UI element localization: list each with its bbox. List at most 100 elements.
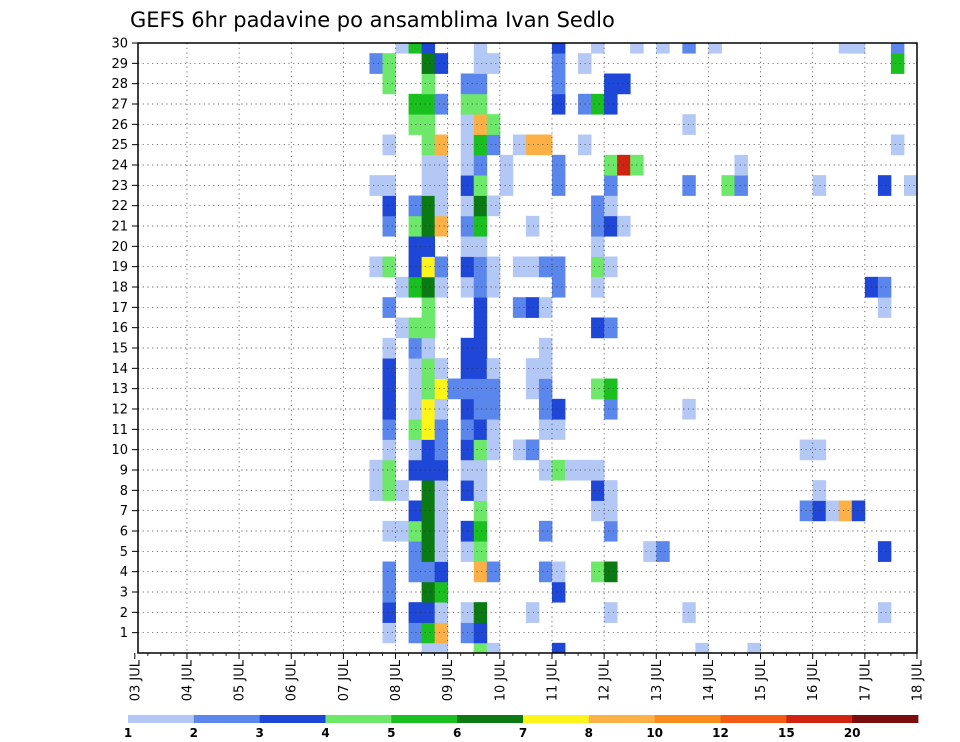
colorbar-label: 8 xyxy=(585,726,593,740)
member-cell xyxy=(382,256,396,278)
member-cell xyxy=(473,175,488,196)
member-cell xyxy=(473,480,488,501)
member-cell xyxy=(421,642,436,654)
x-tick-label: 15 JUL xyxy=(754,659,769,701)
member-cell xyxy=(877,541,892,562)
member-cell xyxy=(434,500,449,522)
member-cell xyxy=(812,480,827,501)
member-cell xyxy=(591,561,605,583)
member-cell xyxy=(708,43,722,54)
y-tick-label: 1 xyxy=(120,626,128,641)
member-cell xyxy=(434,520,449,542)
member-cell xyxy=(421,297,436,318)
x-tick-label: 07 JUL xyxy=(337,659,352,701)
colorbar: 1 2 3 4 5 6 7 8 10 12 15 20 xyxy=(124,715,919,740)
member-cell xyxy=(421,398,436,420)
member-cell xyxy=(382,358,396,379)
member-cell xyxy=(538,337,553,359)
y-tick-label: 12 xyxy=(111,403,128,418)
member-cell xyxy=(434,134,449,156)
x-tick-label: 08 JUL xyxy=(389,659,404,701)
y-tick-label: 3 xyxy=(120,586,128,601)
member-cell xyxy=(421,561,436,583)
member-cell xyxy=(408,439,423,461)
member-cell xyxy=(434,256,449,278)
colorbar-label: 20 xyxy=(844,726,861,740)
member-cell xyxy=(408,114,423,135)
member-cell xyxy=(434,378,449,400)
member-cell xyxy=(421,175,436,196)
member-cell xyxy=(838,43,853,54)
member-cell xyxy=(551,256,566,278)
member-cell xyxy=(421,500,436,522)
member-cell xyxy=(525,378,540,400)
member-cell xyxy=(421,215,436,237)
colorbar-segment xyxy=(325,715,392,723)
member-cell xyxy=(551,642,566,654)
member-cell xyxy=(851,500,866,522)
member-cell xyxy=(604,561,618,583)
member-cell xyxy=(473,43,488,54)
member-cell xyxy=(434,398,449,420)
x-tick-label: 18 JUL xyxy=(911,659,926,701)
member-cell xyxy=(369,256,383,278)
member-cell xyxy=(434,175,449,196)
y-tick-label: 30 xyxy=(111,37,128,52)
member-cell xyxy=(434,276,449,298)
member-cell xyxy=(382,561,396,583)
member-cell xyxy=(656,541,670,562)
member-cell xyxy=(473,358,488,379)
y-tick-label: 21 xyxy=(111,220,128,235)
member-cell xyxy=(408,256,423,278)
member-cell xyxy=(408,602,423,623)
member-cell xyxy=(812,439,827,461)
colorbar-segment xyxy=(128,715,195,723)
member-cell xyxy=(551,561,566,583)
colorbar-label: 2 xyxy=(190,726,198,740)
member-cell xyxy=(434,602,449,623)
member-cell xyxy=(591,195,605,217)
member-cell xyxy=(486,439,501,461)
member-cell xyxy=(538,520,553,542)
member-cell xyxy=(382,297,396,318)
member-cell xyxy=(473,500,488,522)
member-cell xyxy=(604,93,618,115)
colorbar-segment xyxy=(654,715,721,723)
member-cell xyxy=(434,561,449,583)
member-cell xyxy=(369,480,383,501)
member-cell xyxy=(434,480,449,501)
member-cell xyxy=(551,154,566,176)
member-cell xyxy=(421,236,436,257)
member-cell xyxy=(551,53,566,74)
member-cell xyxy=(408,93,423,115)
member-cell xyxy=(421,337,436,359)
member-cell xyxy=(538,561,553,583)
member-cell xyxy=(382,459,396,481)
member-cell xyxy=(525,134,540,156)
member-cell xyxy=(486,419,501,440)
member-cell xyxy=(421,419,436,440)
colorbar-label: 4 xyxy=(321,726,329,740)
member-cell xyxy=(434,154,449,176)
member-cell xyxy=(617,73,631,95)
member-cell xyxy=(473,297,488,318)
colorbar-segment xyxy=(193,715,261,723)
x-tick-label: 14 JUL xyxy=(702,659,717,701)
member-cell xyxy=(434,622,449,644)
member-cell xyxy=(525,358,540,379)
member-cell xyxy=(656,43,670,54)
member-cell xyxy=(551,459,566,481)
member-cell xyxy=(877,276,892,298)
member-cell xyxy=(877,602,892,623)
member-cell xyxy=(630,43,644,54)
member-cell xyxy=(591,276,605,298)
member-cell xyxy=(591,317,605,339)
x-tick-label: 04 JUL xyxy=(180,659,195,701)
member-cell xyxy=(538,297,553,318)
member-cell xyxy=(473,541,488,562)
member-cell xyxy=(421,358,436,379)
colorbar-label: 12 xyxy=(712,726,729,740)
x-tick-label: 11 JUL xyxy=(545,659,560,701)
member-cell xyxy=(421,602,436,623)
